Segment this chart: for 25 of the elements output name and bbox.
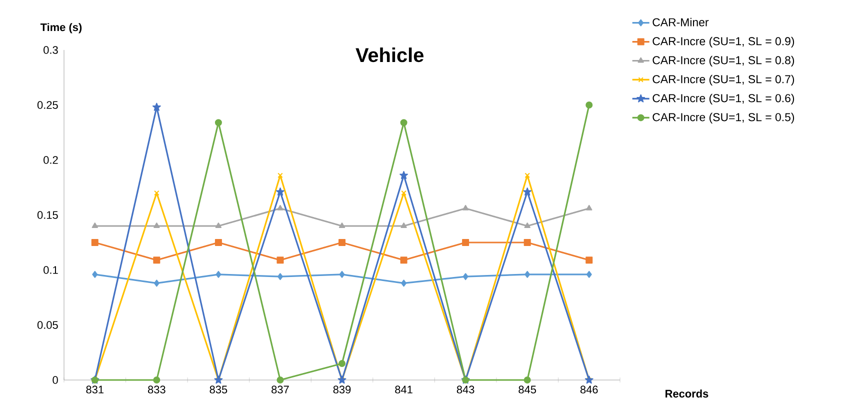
x-tick-label: 845 xyxy=(518,386,536,394)
y-tick-label: 0.2 xyxy=(44,156,58,164)
legend-label: CAR-Incre (SU=1, SL = 0.6) xyxy=(652,94,794,104)
legend-label: CAR-Incre (SU=1, SL = 0.7) xyxy=(652,74,794,86)
x-tick-label: 843 xyxy=(456,386,474,394)
x-tick-label: 846 xyxy=(580,386,598,394)
y-tick-label: 0.3 xyxy=(44,46,58,54)
x-tick-label: 835 xyxy=(210,386,228,394)
x-tick-label: 833 xyxy=(148,386,166,394)
y-tick-label: 0.25 xyxy=(37,101,58,109)
legend-label: CAR-Miner xyxy=(652,18,709,26)
x-tick-label: 841 xyxy=(395,386,412,394)
legend-label: CAR-Incre (SU=1, SL = 0.8) xyxy=(652,56,794,67)
x-axis-title: Records xyxy=(666,390,708,398)
y-tick-label: 0.05 xyxy=(37,321,58,329)
y-axis-title: Time (s) xyxy=(40,23,82,34)
x-tick-label: 831 xyxy=(86,386,104,394)
y-tick-label: 0.15 xyxy=(37,211,58,219)
y-tick-label: 0 xyxy=(52,376,58,384)
legend-label: CAR-Incre (SU=1, SL = 0.9) xyxy=(652,36,794,48)
chart-title: Vehicle xyxy=(356,48,424,62)
y-tick-label: 0.1 xyxy=(44,266,58,274)
x-tick-label: 837 xyxy=(272,386,289,394)
legend-label: CAR-Incre (SU=1, SL = 0.5) xyxy=(652,112,794,124)
x-tick-label: 839 xyxy=(333,386,351,394)
